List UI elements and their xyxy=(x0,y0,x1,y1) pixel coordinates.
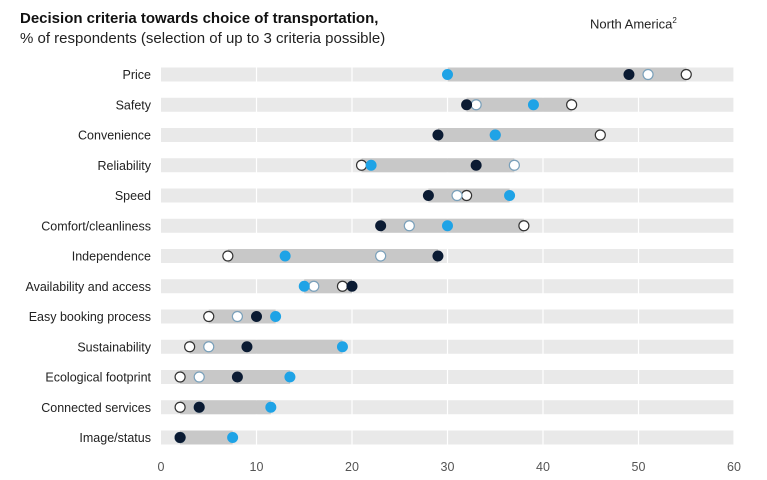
open-marker xyxy=(594,129,606,141)
light-open-marker xyxy=(375,250,387,262)
range-bar xyxy=(189,339,343,354)
category-label: Speed xyxy=(115,189,151,203)
blue-marker xyxy=(284,371,296,383)
blue-marker xyxy=(298,280,310,292)
blue-marker xyxy=(504,190,516,201)
light-open-marker xyxy=(203,341,215,353)
open-marker xyxy=(518,220,530,232)
navy-marker xyxy=(432,129,444,141)
x-tick-label: 10 xyxy=(250,460,264,474)
light-open-marker xyxy=(403,220,415,232)
category-label: Image/status xyxy=(79,431,151,445)
open-marker xyxy=(184,341,196,353)
x-tick-label: 30 xyxy=(441,460,455,474)
navy-marker xyxy=(375,220,387,232)
navy-marker xyxy=(346,280,358,292)
open-marker xyxy=(222,250,234,262)
range-bar xyxy=(180,430,233,445)
category-label: Independence xyxy=(72,250,151,264)
range-bar xyxy=(361,158,515,173)
category-label: Availability and access xyxy=(25,280,151,294)
category-label: Comfort/cleanliness xyxy=(41,219,151,233)
category-label: Reliability xyxy=(98,159,152,173)
open-marker xyxy=(461,189,473,202)
open-marker xyxy=(336,280,349,292)
category-label: Convenience xyxy=(78,129,151,143)
chart-title: Decision criteria towards choice of tran… xyxy=(20,10,379,27)
x-tick-label: 60 xyxy=(727,460,741,474)
navy-marker xyxy=(174,432,186,443)
open-marker xyxy=(203,310,215,323)
chart-subtitle: % of respondents (selection of up to 3 c… xyxy=(20,30,386,47)
light-open-marker xyxy=(508,159,520,171)
category-label: Safety xyxy=(116,98,152,112)
x-tick-label: 0 xyxy=(158,460,165,474)
blue-marker xyxy=(336,341,348,353)
blue-marker xyxy=(279,250,291,262)
light-open-marker xyxy=(642,68,654,81)
navy-marker xyxy=(241,341,253,353)
navy-marker xyxy=(231,371,243,383)
navy-marker xyxy=(422,190,434,201)
region-name: North America xyxy=(590,16,673,32)
open-marker xyxy=(174,401,186,413)
blue-marker xyxy=(227,432,239,443)
navy-marker xyxy=(470,159,482,171)
blue-marker xyxy=(365,159,377,171)
open-marker xyxy=(174,371,186,383)
blue-marker xyxy=(270,311,282,322)
navy-marker xyxy=(623,69,635,80)
category-label: Sustainability xyxy=(77,340,151,354)
open-marker xyxy=(566,99,578,111)
category-label: Connected services xyxy=(41,401,151,415)
navy-marker xyxy=(193,401,205,413)
category-label: Easy booking process xyxy=(29,310,151,324)
light-open-marker xyxy=(231,310,243,323)
range-bar xyxy=(227,249,438,263)
blue-marker xyxy=(527,99,539,111)
category-label: Price xyxy=(123,68,152,82)
navy-marker xyxy=(251,311,262,322)
open-marker xyxy=(680,68,692,81)
blue-marker xyxy=(442,69,453,80)
region-label: North America2 xyxy=(590,16,677,31)
category-label: Ecological footprint xyxy=(45,371,151,385)
navy-marker xyxy=(432,250,444,262)
light-open-marker xyxy=(308,280,320,292)
open-marker xyxy=(355,159,368,171)
light-open-marker xyxy=(470,99,482,111)
x-tick-label: 20 xyxy=(345,460,359,474)
light-open-marker xyxy=(451,189,463,202)
light-open-marker xyxy=(193,371,205,383)
range-bar xyxy=(437,128,601,142)
x-tick-label: 40 xyxy=(536,460,550,474)
navy-marker xyxy=(461,99,473,111)
x-tick-label: 50 xyxy=(632,460,646,474)
blue-marker xyxy=(442,220,453,232)
blue-marker xyxy=(265,401,277,413)
region-footnote: 2 xyxy=(672,16,677,25)
blue-marker xyxy=(489,129,501,141)
range-bar xyxy=(466,97,572,112)
